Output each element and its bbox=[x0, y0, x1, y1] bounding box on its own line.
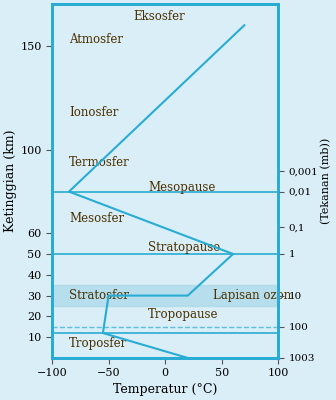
Text: Stratosfer: Stratosfer bbox=[69, 289, 129, 302]
X-axis label: Temperatur (°C): Temperatur (°C) bbox=[113, 382, 217, 396]
Text: Tropopause: Tropopause bbox=[148, 308, 219, 321]
Text: Mesosfer: Mesosfer bbox=[69, 212, 124, 225]
Y-axis label: (Tekanan (mb)): (Tekanan (mb)) bbox=[321, 138, 332, 224]
Text: Mesopause: Mesopause bbox=[148, 181, 216, 194]
Bar bbox=[52, 285, 278, 306]
Text: Lapisan ozon: Lapisan ozon bbox=[213, 289, 291, 302]
Text: Eksosfer: Eksosfer bbox=[134, 10, 185, 24]
Y-axis label: Ketinggian (km): Ketinggian (km) bbox=[4, 130, 17, 232]
Text: Stratopause: Stratopause bbox=[148, 241, 220, 254]
Text: Termosfer: Termosfer bbox=[69, 156, 130, 169]
Text: Atmosfer: Atmosfer bbox=[69, 33, 123, 46]
Text: Ionosfer: Ionosfer bbox=[69, 106, 118, 119]
Text: Troposfer: Troposfer bbox=[69, 337, 127, 350]
